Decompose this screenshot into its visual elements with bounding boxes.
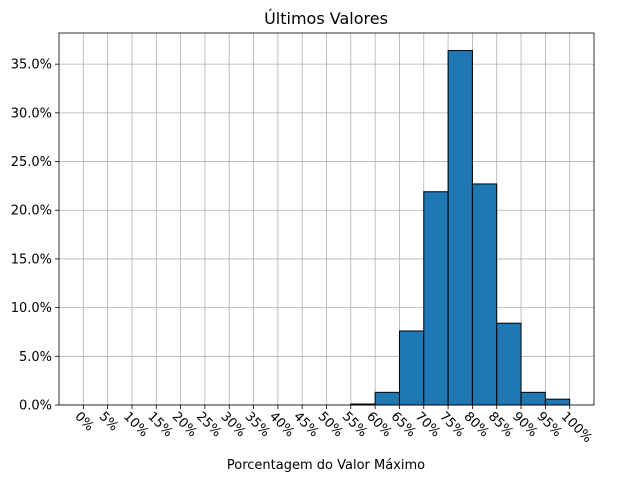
y-tick-label: 10.0%: [11, 301, 52, 316]
y-tick-label: 0.0%: [19, 399, 52, 414]
chart-title: Últimos Valores: [264, 9, 388, 28]
histogram-bar: [423, 191, 449, 406]
x-tick-label: 25%: [193, 409, 224, 440]
x-axis-label: Porcentagem do Valor Máximo: [227, 458, 425, 473]
x-tick-label: 10%: [120, 409, 151, 440]
x-tick-label: 90%: [509, 409, 540, 440]
y-tick-label: 35.0%: [11, 58, 52, 73]
x-tick-label: 35%: [242, 409, 273, 440]
x-tick-label: 70%: [412, 409, 443, 440]
x-tick-label: 80%: [461, 409, 492, 440]
x-tick-label: 75%: [436, 409, 467, 440]
x-tick-label: 0%: [71, 409, 96, 434]
x-tick-label: 45%: [290, 409, 321, 440]
histogram-bar: [471, 183, 498, 406]
histogram-bar: [447, 50, 473, 406]
bar-layer: [350, 50, 571, 406]
x-tick-label: 15%: [144, 409, 175, 440]
histogram-bar: [544, 398, 571, 406]
x-tick-label: 5%: [96, 409, 121, 434]
x-tick-label: 50%: [315, 409, 346, 440]
y-tick-label: 20.0%: [11, 204, 52, 219]
x-tick-label: 55%: [339, 409, 370, 440]
x-tick-label: 65%: [388, 409, 419, 440]
x-tick-label: 60%: [363, 409, 394, 440]
x-tick-label: 85%: [485, 409, 516, 440]
y-tick-label: 15.0%: [11, 252, 52, 267]
y-tick-label: 25.0%: [11, 155, 52, 170]
x-tick-label: 20%: [169, 409, 200, 440]
x-tick-label: 95%: [534, 409, 565, 440]
histogram-bar: [398, 330, 425, 406]
histogram-bar: [496, 322, 522, 406]
x-tick-label: 40%: [266, 409, 297, 440]
histogram-bar: [520, 391, 546, 406]
x-tick-label: 30%: [217, 409, 248, 440]
y-tick-label: 5.0%: [19, 350, 52, 365]
y-tick-label: 30.0%: [11, 106, 52, 121]
histogram-bar: [374, 391, 400, 406]
